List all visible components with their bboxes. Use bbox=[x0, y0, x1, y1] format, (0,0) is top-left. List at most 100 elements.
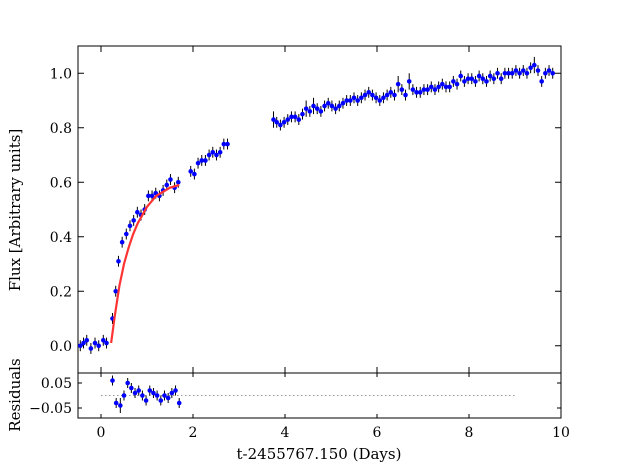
main-y-ticks: 0.0 0.2 0.4 0.6 0.8 1.0 bbox=[50, 66, 561, 355]
main-data-point bbox=[113, 288, 119, 294]
main-data-point bbox=[370, 92, 375, 98]
x-tick-label: 10 bbox=[552, 425, 570, 441]
main-data-point bbox=[539, 79, 544, 84]
main-data-point bbox=[307, 109, 313, 114]
main-data-point bbox=[311, 103, 316, 109]
main-data-point bbox=[366, 90, 372, 95]
residual-data-point bbox=[132, 390, 138, 396]
main-data-point bbox=[421, 87, 427, 92]
main-data-point bbox=[96, 343, 101, 349]
main-data-point bbox=[524, 70, 530, 76]
main-data-point bbox=[274, 120, 280, 125]
main-data-point bbox=[462, 79, 467, 84]
main-data-point bbox=[221, 141, 227, 147]
residual-data-point bbox=[165, 395, 171, 401]
main-data-point bbox=[285, 117, 291, 122]
main-data-point bbox=[300, 111, 305, 117]
residuals-data-points bbox=[110, 375, 182, 413]
main-data-point bbox=[395, 81, 401, 87]
residuals-y-axis-label: Residuals bbox=[6, 358, 24, 431]
main-data-point bbox=[131, 218, 136, 223]
main-data-point bbox=[359, 95, 364, 101]
main-data-point bbox=[296, 117, 302, 122]
main-data-point bbox=[199, 158, 205, 163]
main-data-point bbox=[532, 62, 537, 68]
main-data-point bbox=[546, 68, 552, 73]
main-data-point bbox=[149, 193, 155, 199]
main-data-point bbox=[495, 70, 500, 76]
main-data-point bbox=[101, 338, 106, 343]
main-data-points bbox=[78, 56, 556, 354]
main-y-axis-label: Flux [Arbitrary units] bbox=[6, 129, 24, 292]
main-data-point bbox=[206, 152, 212, 158]
residuals-y-tick-label: −0.05 bbox=[29, 401, 72, 417]
x-tick-label: 4 bbox=[281, 425, 290, 441]
residual-data-point bbox=[154, 393, 160, 398]
main-data-point bbox=[487, 73, 493, 79]
fit-curve bbox=[110, 183, 180, 344]
main-data-point bbox=[458, 73, 464, 79]
main-data-point bbox=[146, 193, 151, 199]
main-data-point bbox=[406, 79, 412, 84]
main-data-point bbox=[528, 65, 533, 71]
main-data-point bbox=[81, 340, 86, 346]
main-data-point bbox=[292, 114, 298, 120]
main-data-point bbox=[329, 103, 335, 109]
main-data-point bbox=[432, 87, 438, 92]
residual-data-point bbox=[121, 393, 127, 398]
main-data-point bbox=[314, 106, 320, 111]
x-ticks: 0 2 4 6 8 10 bbox=[97, 46, 570, 441]
main-data-point bbox=[520, 68, 526, 73]
main-data-point bbox=[362, 92, 368, 98]
main-data-point bbox=[124, 231, 129, 237]
main-data-point bbox=[414, 90, 419, 95]
main-data-point bbox=[344, 98, 349, 103]
residual-data-point bbox=[147, 388, 153, 393]
main-data-point bbox=[509, 70, 515, 76]
main-data-point bbox=[517, 70, 522, 76]
main-data-point bbox=[451, 79, 456, 84]
main-data-point bbox=[436, 84, 441, 90]
main-data-point bbox=[325, 100, 331, 106]
main-data-point bbox=[84, 338, 90, 343]
residual-data-point bbox=[125, 380, 130, 386]
main-data-point bbox=[210, 149, 216, 155]
main-data-point bbox=[469, 76, 475, 81]
residual-data-point bbox=[113, 400, 119, 406]
main-data-point bbox=[480, 76, 486, 81]
main-data-point bbox=[203, 158, 208, 163]
x-tick-label: 2 bbox=[189, 425, 198, 441]
main-data-point bbox=[417, 90, 423, 95]
main-data-point bbox=[384, 92, 390, 98]
residual-data-point bbox=[136, 388, 142, 393]
residual-data-point bbox=[151, 390, 156, 396]
residuals-panel: 0.05 −0.05 Residuals bbox=[6, 358, 562, 432]
main-data-point bbox=[192, 171, 197, 177]
main-data-point bbox=[491, 76, 497, 81]
residual-data-point bbox=[162, 393, 167, 398]
main-data-point bbox=[104, 340, 109, 346]
main-data-point bbox=[92, 340, 98, 346]
main-data-point bbox=[377, 98, 383, 103]
main-data-point bbox=[498, 76, 504, 81]
main-panel: 0.0 0.2 0.4 0.6 0.8 1.0 Flux [Arbitrary units… bbox=[6, 45, 562, 374]
main-data-point bbox=[403, 92, 408, 98]
main-data-point bbox=[465, 76, 471, 81]
main-data-point bbox=[440, 81, 445, 87]
main-data-point bbox=[271, 117, 276, 122]
residual-data-point bbox=[129, 385, 134, 391]
main-data-point bbox=[447, 84, 452, 90]
main-data-point bbox=[336, 103, 342, 109]
main-y-tick-label: 0.6 bbox=[50, 175, 72, 191]
main-y-tick-label: 0.0 bbox=[50, 339, 72, 355]
main-data-point bbox=[195, 160, 201, 166]
residuals-y-tick-label: 0.05 bbox=[41, 376, 72, 392]
main-data-point bbox=[88, 346, 94, 351]
main-data-point bbox=[281, 120, 287, 125]
main-y-tick-label: 0.8 bbox=[50, 121, 72, 137]
main-data-point bbox=[454, 81, 460, 87]
main-y-tick-label: 0.2 bbox=[50, 284, 72, 300]
main-data-point bbox=[502, 70, 508, 76]
main-data-point bbox=[322, 103, 327, 109]
